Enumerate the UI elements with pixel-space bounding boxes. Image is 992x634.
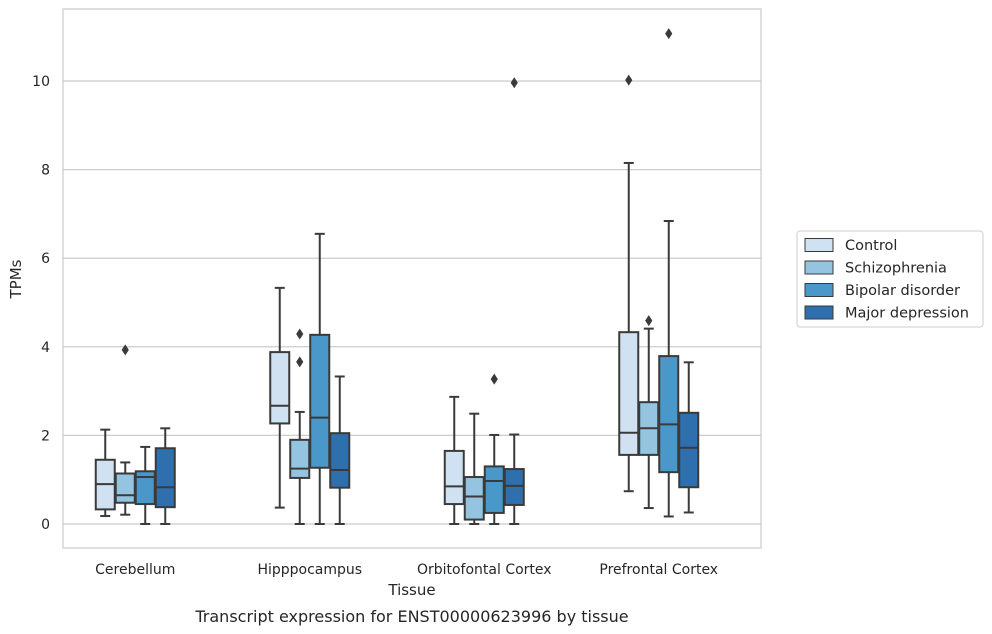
box-iqr <box>329 432 351 489</box>
box-iqr <box>114 472 136 504</box>
plot-frame <box>62 8 762 549</box>
box-bipolar-disorder <box>309 232 331 525</box>
outlier-point <box>490 373 498 385</box>
box-control <box>94 428 116 518</box>
x-tick-labels: Cerebellum Hipppocampus Orbitofontal Corte… <box>95 562 718 578</box>
legend-swatch <box>804 305 834 320</box>
legend-label: Bipolar disorder <box>845 283 960 299</box>
box-iqr <box>309 333 331 469</box>
outlier-point <box>296 356 304 368</box>
box-bipolar-disorder <box>658 28 680 518</box>
box-schizophrenia <box>289 328 311 525</box>
legend-swatch <box>804 260 834 275</box>
y-tick-label: 0 <box>41 517 50 533</box>
box-iqr <box>678 411 700 489</box>
box-iqr <box>658 355 680 474</box>
y-axis-label: TPMs <box>7 259 25 299</box>
outlier-point <box>121 344 129 356</box>
legend-label: Schizophrenia <box>845 261 947 277</box>
box-bipolar-disorder <box>134 445 156 525</box>
box-major-depression <box>503 77 525 525</box>
y-tick-labels: 0 2 4 6 8 10 <box>32 74 50 533</box>
legend-label: Control <box>845 238 897 254</box>
box-iqr <box>154 447 176 509</box>
box-major-depression <box>154 427 176 525</box>
y-tick-label: 10 <box>32 74 50 90</box>
box-iqr <box>269 351 291 425</box>
outlier-point <box>296 328 304 340</box>
x-tick-label: Prefrontal Cortex <box>599 562 718 578</box>
outlier-point <box>665 28 673 40</box>
box-control <box>269 286 291 509</box>
legend-swatch <box>804 238 834 252</box>
box-iqr <box>463 476 485 521</box>
chart-caption: Transcript expression for ENST0000062399… <box>194 607 628 626</box>
legend: Control Schizophrenia Bipolar disorder Majo… <box>796 230 984 328</box>
plot-background <box>63 9 761 548</box>
outlier-point <box>510 77 518 89</box>
box-control <box>618 74 640 493</box>
box-iqr <box>618 331 640 456</box>
y-grid-lines <box>63 80 761 525</box>
box-major-depression <box>329 375 351 525</box>
legend-frame <box>796 230 984 328</box>
outlier-point <box>645 315 653 327</box>
x-tick-label: Orbitofontal Cortex <box>417 562 552 578</box>
box-series <box>94 28 700 525</box>
y-tick-label: 8 <box>41 163 50 179</box>
x-tick-label: Cerebellum <box>95 562 175 578</box>
legend-label: Major depression <box>845 306 969 322</box>
box-iqr <box>503 468 525 506</box>
box-major-depression <box>678 361 700 514</box>
box-iqr <box>483 465 505 514</box>
box-iqr <box>289 438 311 479</box>
legend-swatch <box>804 283 834 297</box>
x-axis-label: Tissue <box>387 581 435 599</box>
y-tick-label: 6 <box>41 251 50 267</box>
box-iqr <box>443 449 465 506</box>
y-tick-label: 4 <box>41 340 50 356</box>
y-tick-label: 2 <box>41 428 50 444</box>
x-tick-label: Hipppocampus <box>257 562 362 578</box>
outlier-point <box>625 74 633 86</box>
